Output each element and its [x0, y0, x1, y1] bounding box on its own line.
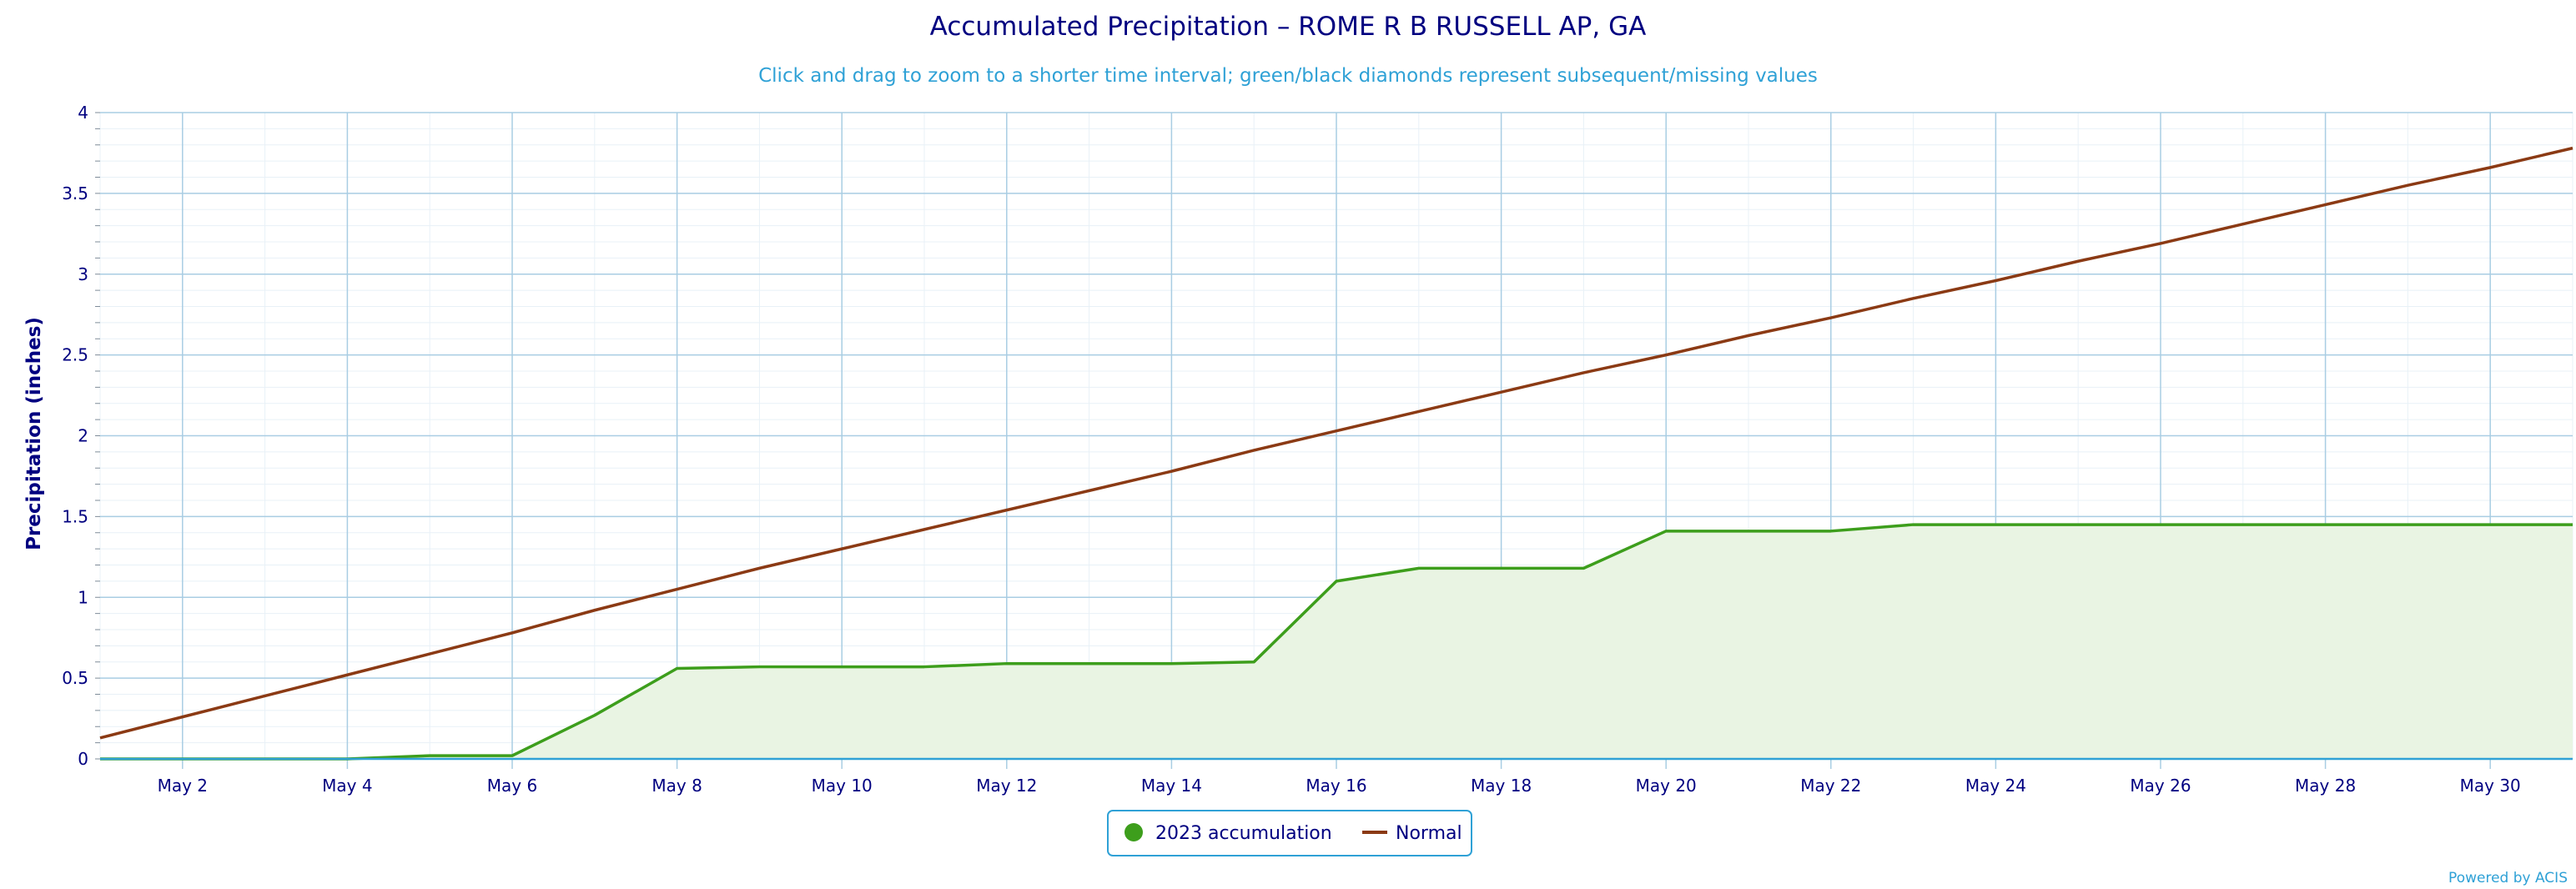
x-tick-label: May 2 [158, 776, 208, 796]
y-tick-label: 1.5 [62, 506, 88, 526]
x-tick-label: May 28 [2295, 776, 2356, 796]
y-tick-label: 2 [78, 426, 88, 446]
y-tick-label: 2.5 [62, 345, 88, 365]
legend-accumulation-label: 2023 accumulation [1155, 823, 1332, 844]
legend-normal-label: Normal [1396, 823, 1462, 844]
x-tick-label: May 24 [1965, 776, 2026, 796]
y-tick-label: 4 [78, 103, 88, 123]
chart-subtitle: Click and drag to zoom to a shorter time… [758, 65, 1818, 87]
x-tick-label: May 30 [2460, 776, 2521, 796]
x-tick-label: May 20 [1636, 776, 1697, 796]
y-tick-label: 0 [78, 749, 88, 769]
y-tick-label: 1 [78, 587, 88, 607]
legend-accumulation-marker [1124, 823, 1143, 841]
series-normal-line [99, 146, 2573, 740]
x-tick-label: May 16 [1306, 776, 1366, 796]
x-tick-label: May 4 [322, 776, 372, 796]
y-tick-label: 3.5 [62, 183, 88, 203]
plot-area[interactable]: 0 0.5 1 1.5 2 2.5 3 3.5 4 May 2 May 4 May 6 May 8 May… [62, 103, 2573, 796]
x-tick-label: May 22 [1800, 776, 1861, 796]
x-tick-label: May 10 [812, 776, 873, 796]
x-tick-label: May 12 [976, 776, 1037, 796]
x-tick-label: May 18 [1471, 776, 1532, 796]
series-accumulation-area [100, 525, 2573, 759]
credit-link[interactable]: Powered by ACIS [2448, 870, 2568, 886]
series-accumulation-line [100, 523, 2573, 761]
y-tick-label: 0.5 [62, 668, 88, 688]
x-tick-label: May 6 [487, 776, 537, 796]
legend-item-accumulation[interactable]: 2023 accumulation [1124, 823, 1332, 844]
legend[interactable]: 2023 accumulation Normal [1107, 810, 1472, 856]
legend-item-normal[interactable]: Normal [1362, 823, 1462, 844]
legend-box [1107, 810, 1472, 856]
y-tick-label: 3 [78, 264, 88, 284]
y-axis-label: Precipitation (inches) [23, 317, 45, 550]
x-tick-label: May 26 [2130, 776, 2191, 796]
chart-title: Accumulated Precipitation – ROME R B RUS… [930, 12, 1647, 42]
x-tick-label: May 8 [652, 776, 702, 796]
x-tick-label: May 14 [1141, 776, 1202, 796]
